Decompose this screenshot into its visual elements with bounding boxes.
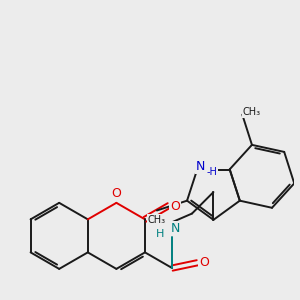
Text: N: N [196, 160, 205, 173]
Text: CH₃: CH₃ [242, 107, 261, 117]
Text: O: O [170, 200, 180, 213]
Text: O: O [111, 187, 121, 200]
Text: N: N [171, 222, 180, 235]
Text: -H: -H [206, 167, 217, 177]
Text: H: H [156, 229, 164, 239]
Text: O: O [199, 256, 209, 269]
Text: CH₃: CH₃ [148, 215, 166, 225]
